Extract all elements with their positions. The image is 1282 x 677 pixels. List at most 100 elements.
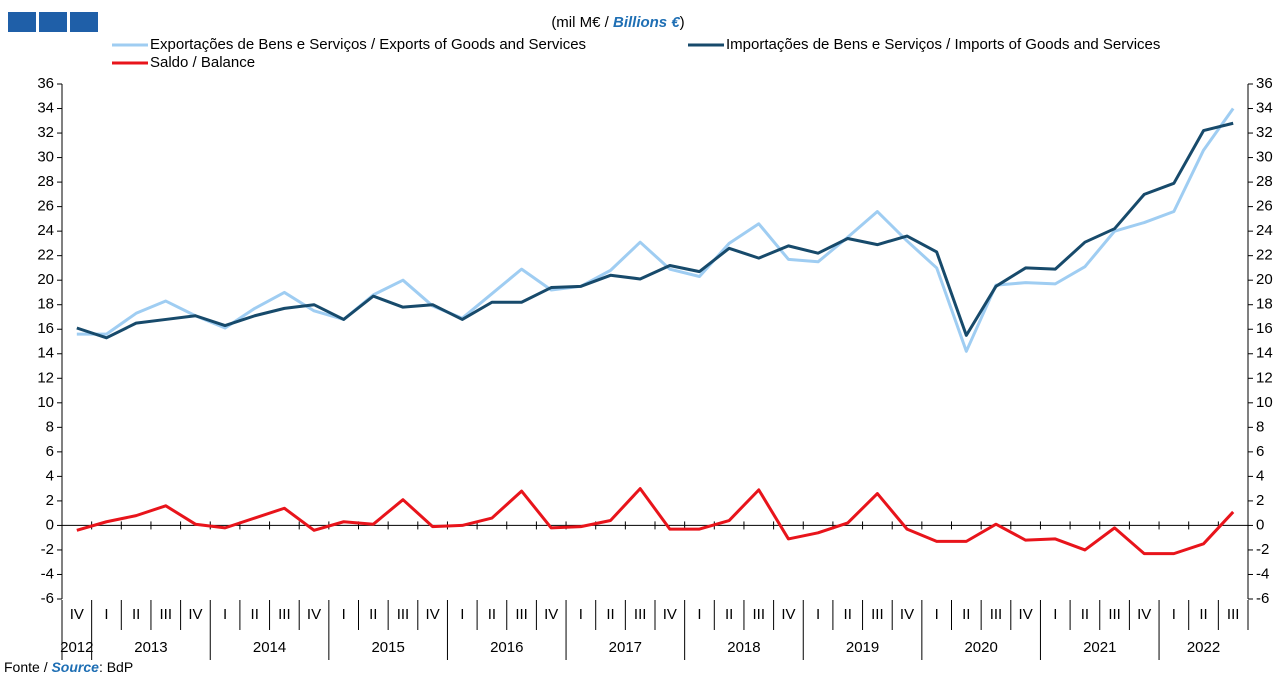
x-tick-label: III — [397, 606, 410, 623]
y2-tick-label: 26 — [1256, 198, 1273, 215]
year-label: 2021 — [1083, 639, 1116, 656]
x-tick-label: IV — [307, 606, 321, 623]
y2-tick-label: 2 — [1256, 492, 1264, 509]
x-tick-label: III — [753, 606, 766, 623]
y2-tick-label: 28 — [1256, 173, 1273, 190]
y-tick-label: 32 — [37, 124, 54, 141]
y-tick-label: 2 — [46, 492, 54, 509]
x-tick-label: I — [104, 606, 108, 623]
y2-tick-label: 20 — [1256, 271, 1273, 288]
year-label: 2020 — [964, 639, 997, 656]
y2-tick-label: 14 — [1256, 345, 1273, 362]
x-tick-label: IV — [900, 606, 914, 623]
x-tick-label: I — [935, 606, 939, 623]
y2-tick-label: 12 — [1256, 369, 1273, 386]
year-label: 2022 — [1187, 639, 1220, 656]
y-tick-label: 22 — [37, 247, 54, 264]
y-tick-label: 26 — [37, 198, 54, 215]
y-tick-label: 36 — [37, 75, 54, 92]
source-part: : BdP — [99, 659, 133, 675]
x-tick-label: II — [1081, 606, 1089, 623]
y-tick-label: 28 — [37, 173, 54, 190]
y2-tick-label: -4 — [1256, 565, 1269, 582]
x-tick-label: I — [579, 606, 583, 623]
x-tick-label: II — [962, 606, 970, 623]
x-tick-label: II — [1199, 606, 1207, 623]
x-tick-label: I — [1053, 606, 1057, 623]
x-tick-label: I — [460, 606, 464, 623]
x-tick-label: III — [278, 606, 291, 623]
logo-block — [8, 12, 36, 32]
source-part: Source — [51, 659, 99, 675]
y2-tick-label: -2 — [1256, 541, 1269, 558]
y-tick-label: 16 — [37, 320, 54, 337]
y-tick-label: -6 — [41, 590, 54, 607]
y-tick-label: 0 — [46, 516, 54, 533]
y-tick-label: 4 — [46, 467, 54, 484]
y-tick-label: -2 — [41, 541, 54, 558]
logo-block — [39, 12, 67, 32]
x-tick-label: IV — [1137, 606, 1151, 623]
subtitle-part: Billions € — [613, 14, 680, 31]
y2-tick-label: 30 — [1256, 149, 1273, 166]
x-tick-label: I — [342, 606, 346, 623]
y2-tick-label: 34 — [1256, 99, 1273, 116]
x-tick-label: II — [369, 606, 377, 623]
y2-tick-label: 32 — [1256, 124, 1273, 141]
year-label: 2014 — [253, 639, 286, 656]
series-line — [76, 107, 1235, 353]
y2-tick-label: 0 — [1256, 516, 1264, 533]
x-tick-label: IV — [1019, 606, 1033, 623]
x-tick-label: III — [160, 606, 173, 623]
x-tick-label: III — [515, 606, 528, 623]
x-tick-label: IV — [426, 606, 440, 623]
y-tick-label: 10 — [37, 394, 54, 411]
x-tick-label: IV — [70, 606, 84, 623]
x-tick-label: IV — [544, 606, 558, 623]
subtitle: (mil M€ / Billions €) — [551, 14, 684, 31]
x-tick-label: I — [816, 606, 820, 623]
legend-label: Exportações de Bens e Serviços / Exports… — [150, 36, 586, 53]
series-line — [76, 121, 1234, 340]
x-tick-label: II — [725, 606, 733, 623]
y-tick-label: 18 — [37, 296, 54, 313]
y-tick-label: 24 — [37, 222, 54, 239]
y-tick-label: 20 — [37, 271, 54, 288]
x-tick-label: I — [1172, 606, 1176, 623]
x-tick-label: II — [251, 606, 259, 623]
y-tick-label: -4 — [41, 565, 54, 582]
y-tick-label: 8 — [46, 418, 54, 435]
year-label: 2016 — [490, 639, 523, 656]
source: Fonte / Source: BdP — [4, 659, 133, 675]
subtitle-part: (mil M€ / — [551, 14, 613, 31]
y-tick-label: 34 — [37, 99, 54, 116]
x-tick-label: III — [634, 606, 647, 623]
x-tick-label: IV — [663, 606, 677, 623]
y2-tick-label: 16 — [1256, 320, 1273, 337]
series-line — [76, 487, 1235, 556]
x-tick-label: III — [1108, 606, 1121, 623]
y-tick-label: 12 — [37, 369, 54, 386]
year-label: 2012 — [60, 639, 93, 656]
x-tick-label: II — [844, 606, 852, 623]
year-label: 2017 — [609, 639, 642, 656]
y-tick-label: 14 — [37, 345, 54, 362]
x-tick-label: II — [132, 606, 140, 623]
y-tick-label: 6 — [46, 443, 54, 460]
x-tick-label: III — [871, 606, 884, 623]
y2-tick-label: 36 — [1256, 75, 1273, 92]
source-part: Fonte / — [4, 659, 51, 675]
y2-tick-label: 6 — [1256, 443, 1264, 460]
y2-tick-label: 4 — [1256, 467, 1264, 484]
x-tick-label: III — [990, 606, 1003, 623]
x-tick-label: I — [697, 606, 701, 623]
legend-label: Importações de Bens e Serviços / Imports… — [726, 36, 1160, 53]
x-tick-label: IV — [781, 606, 795, 623]
subtitle-part: ) — [680, 14, 685, 31]
y2-tick-label: 8 — [1256, 418, 1264, 435]
x-tick-label: IV — [188, 606, 202, 623]
y2-tick-label: 18 — [1256, 296, 1273, 313]
x-tick-label: I — [223, 606, 227, 623]
y2-tick-label: 24 — [1256, 222, 1273, 239]
